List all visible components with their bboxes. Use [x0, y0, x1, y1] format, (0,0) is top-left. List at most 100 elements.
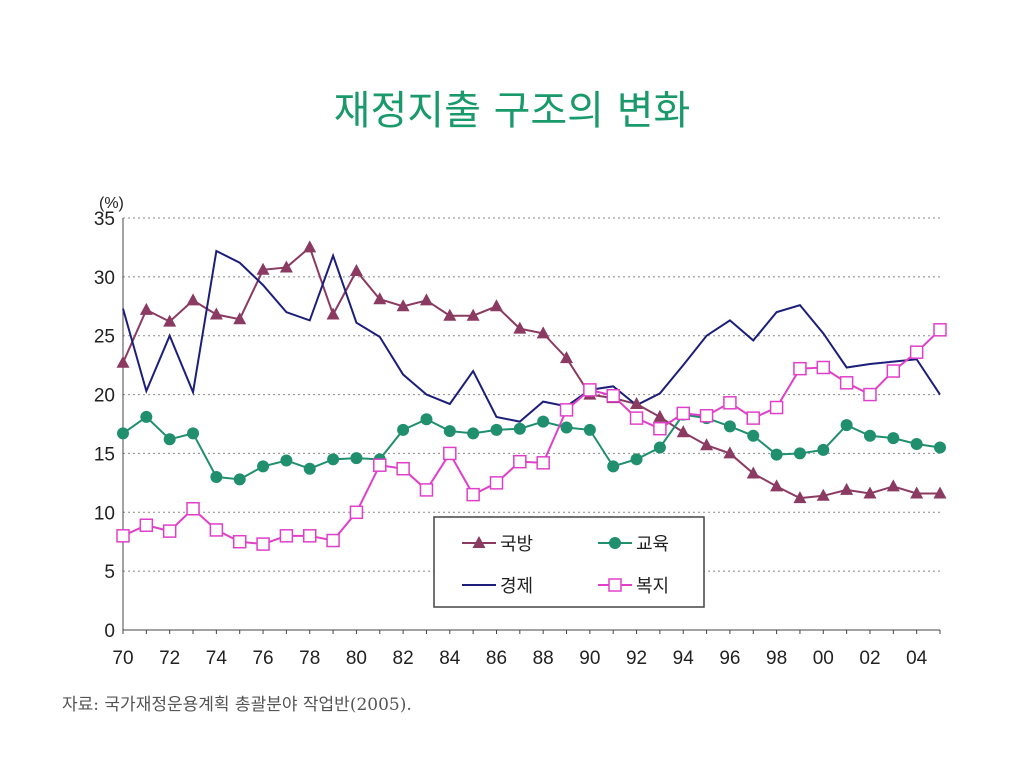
triangle-marker	[840, 482, 854, 495]
series-lines	[122, 245, 941, 546]
square-marker	[559, 403, 574, 417]
y-tick-label: 35	[94, 209, 115, 230]
square-marker	[419, 483, 434, 497]
series-markers	[116, 240, 947, 551]
x-tick-label: 92	[626, 648, 647, 669]
y-tick-label: 0	[104, 621, 115, 642]
circle-marker	[467, 427, 480, 440]
y-tick-label: 15	[94, 444, 115, 465]
circle-marker	[609, 537, 621, 549]
square-marker	[863, 387, 877, 402]
square-marker	[139, 518, 154, 532]
x-tick-label: 72	[159, 648, 180, 669]
x-tick-label: 98	[766, 648, 787, 669]
circle-marker	[607, 460, 620, 473]
y-axis-label: (%)	[99, 195, 124, 212]
triangle-marker	[396, 299, 410, 312]
circle-marker	[747, 429, 760, 442]
circle-marker	[280, 454, 293, 467]
square-marker	[443, 446, 457, 461]
slide-title: 재정지출 구조의 변화	[333, 88, 691, 134]
triangle-marker	[419, 293, 433, 306]
square-marker	[909, 345, 924, 359]
triangle-marker	[770, 479, 784, 492]
square-marker	[256, 537, 270, 551]
triangle-marker	[443, 308, 457, 321]
circle-marker	[583, 423, 596, 436]
circle-marker	[397, 423, 410, 436]
circle-marker	[537, 415, 550, 428]
square-marker	[489, 476, 504, 490]
circle-marker	[233, 473, 246, 486]
triangle-marker	[186, 293, 200, 306]
axes: 0 5 10 15 20 25 30 35(%) 70 72 74 76 78 80 82 84 86 88 90 9…	[94, 195, 941, 669]
y-tick-label: 25	[94, 327, 115, 348]
triangle-marker	[256, 262, 270, 275]
x-tick-label: 82	[393, 648, 414, 669]
triangle-marker	[116, 355, 130, 368]
circle-marker	[630, 453, 643, 466]
circle-marker	[140, 410, 153, 423]
triangle-marker	[816, 488, 830, 501]
triangle-marker	[489, 299, 503, 312]
legend-label: 교육	[636, 534, 669, 555]
x-tick-label: 86	[486, 648, 507, 669]
x-tick-label: 76	[252, 648, 273, 669]
square-marker	[699, 409, 714, 423]
triangle-marker	[886, 479, 900, 492]
triangle-marker	[793, 491, 807, 504]
legend-label: 경제	[500, 576, 533, 597]
circle-marker	[560, 421, 573, 434]
series-line-국방	[122, 245, 940, 500]
square-marker	[513, 454, 527, 469]
triangle-marker	[536, 326, 550, 339]
y-tick-label: 30	[94, 268, 115, 289]
square-marker	[326, 533, 340, 548]
square-marker	[746, 411, 761, 425]
circle-marker	[187, 427, 200, 440]
square-marker	[653, 421, 667, 436]
square-marker	[232, 534, 247, 549]
x-tick-label: 00	[813, 648, 834, 669]
circle-marker	[770, 448, 783, 461]
circle-marker	[327, 453, 340, 466]
x-tick-label: 90	[579, 648, 600, 669]
circle-marker	[840, 419, 853, 432]
circle-marker	[513, 422, 526, 435]
circle-marker	[863, 429, 876, 442]
legend-label: 국방	[500, 534, 533, 555]
square-marker	[608, 578, 622, 592]
square-marker	[769, 400, 784, 415]
square-marker	[723, 396, 737, 410]
square-marker	[396, 461, 410, 476]
x-tick-label: 78	[299, 648, 320, 669]
circle-marker	[934, 441, 946, 454]
circle-marker	[420, 413, 433, 426]
triangle-marker	[163, 314, 177, 327]
triangle-marker	[630, 396, 644, 409]
square-marker	[302, 529, 317, 543]
triangle-marker	[700, 438, 714, 451]
circle-marker	[350, 452, 363, 465]
triangle-marker	[676, 425, 690, 438]
triangle-marker	[466, 308, 480, 321]
circle-marker	[653, 441, 666, 454]
triangle-marker	[349, 263, 363, 276]
y-tick-label: 10	[94, 503, 115, 524]
triangle-marker	[373, 292, 387, 305]
y-tick-label: 5	[104, 562, 115, 583]
x-tick-label: 80	[346, 648, 367, 669]
circle-marker	[910, 438, 923, 451]
circle-marker	[163, 433, 176, 446]
triangle-marker	[209, 307, 223, 320]
x-tick-label: 74	[206, 648, 228, 669]
circle-marker	[117, 427, 129, 440]
x-tick-label: 94	[673, 648, 695, 669]
legend-label: 복지	[636, 576, 669, 597]
square-marker	[466, 487, 480, 502]
triangle-marker	[303, 240, 317, 253]
triangle-marker	[513, 321, 527, 334]
square-marker	[373, 458, 387, 472]
triangle-marker	[472, 536, 486, 548]
